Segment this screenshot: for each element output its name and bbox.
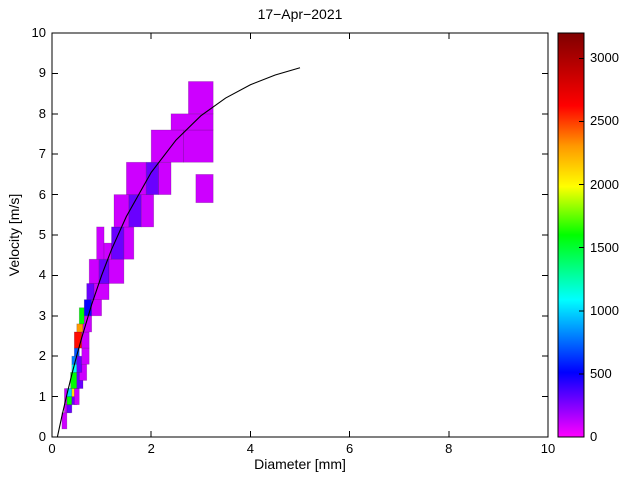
x-tick-label: 4 bbox=[246, 441, 254, 456]
heatmap-cell bbox=[158, 161, 172, 195]
heatmap-cell bbox=[188, 81, 214, 115]
x-axis-label: Diameter [mm] bbox=[254, 456, 346, 472]
heatmap-cell bbox=[123, 226, 135, 260]
heatmap-cell bbox=[73, 388, 80, 406]
y-tick-label: 8 bbox=[38, 105, 46, 121]
colorbar-tick-label: 1000 bbox=[590, 302, 619, 318]
colorbar-tick-label: 2500 bbox=[590, 113, 619, 129]
heatmap-cell bbox=[91, 299, 102, 317]
colorbar-tick-label: 1500 bbox=[590, 239, 619, 255]
heatmap-cell bbox=[140, 194, 155, 228]
y-tick-label: 3 bbox=[38, 307, 46, 323]
heatmap-cell bbox=[86, 283, 95, 300]
heatmap-cell bbox=[150, 129, 184, 163]
x-tick-label: 0 bbox=[48, 441, 56, 456]
heatmap-cell bbox=[66, 404, 73, 414]
y-tick-label: 0 bbox=[38, 429, 46, 444]
heatmap-cell bbox=[128, 194, 142, 228]
y-tick-label: 6 bbox=[38, 186, 46, 202]
plot-title: 17−Apr−2021 bbox=[257, 6, 343, 22]
x-tick-label: 8 bbox=[445, 441, 453, 456]
colorbar bbox=[557, 32, 585, 438]
heatmap-cell bbox=[81, 347, 90, 365]
heatmap-cell bbox=[76, 355, 83, 373]
heatmap-cell bbox=[108, 258, 125, 284]
colorbar-tick-label: 2000 bbox=[590, 176, 619, 192]
heatmap-cell bbox=[78, 307, 85, 325]
heatmap-cell bbox=[195, 174, 214, 204]
terminal-velocity-curve bbox=[56, 67, 301, 437]
heatmap-cell bbox=[66, 396, 73, 406]
heatmap-cell bbox=[183, 129, 214, 163]
y-tick-label: 1 bbox=[38, 388, 46, 404]
x-tick-label: 2 bbox=[147, 441, 155, 456]
x-tick-label: 10 bbox=[540, 441, 556, 456]
heatmap-cell bbox=[170, 113, 214, 131]
y-tick-label: 2 bbox=[38, 348, 46, 364]
y-tick-label: 5 bbox=[38, 227, 46, 242]
y-tick-label: 10 bbox=[31, 25, 46, 40]
colorbar-tick-label: 3000 bbox=[590, 50, 619, 66]
heatmap-cell bbox=[88, 258, 100, 284]
y-tick-label: 9 bbox=[38, 65, 46, 81]
colorbar-tick-label: 0 bbox=[590, 429, 598, 444]
heatmap-cell bbox=[76, 323, 84, 333]
heatmap-cell bbox=[126, 161, 147, 195]
heatmap-cell bbox=[96, 226, 105, 260]
y-tick-label: 7 bbox=[38, 146, 46, 162]
heatmap-cell bbox=[111, 226, 125, 260]
heatmap-cell bbox=[113, 194, 130, 228]
heatmap-cell bbox=[61, 412, 68, 430]
x-tick-label: 6 bbox=[345, 441, 354, 456]
colorbar-tick-label: 500 bbox=[590, 365, 612, 381]
y-tick-label: 4 bbox=[38, 267, 46, 283]
